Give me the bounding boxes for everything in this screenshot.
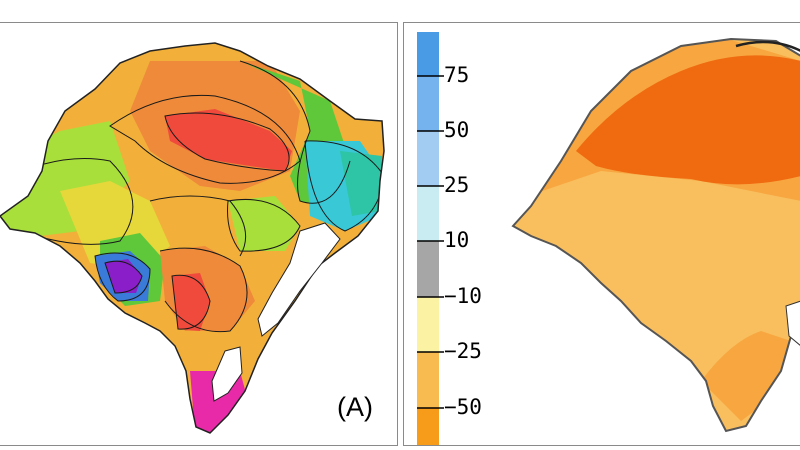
map-b-zone-strong: [576, 55, 800, 185]
contour-line: [304, 140, 384, 232]
contour-line: [0, 158, 134, 245]
state-border-b: [511, 37, 800, 433]
map-panel-a: (A): [0, 22, 398, 446]
lagoon-b: [785, 300, 800, 346]
legend-swatch: [417, 131, 439, 186]
panel-a-zone-east-teal: [340, 151, 382, 216]
contour-line: [171, 274, 211, 330]
contour-line: [104, 260, 143, 294]
map-panel-b: 75 50 25 10 −10 −25 −50: [403, 22, 800, 446]
contour-line: [239, 60, 351, 204]
legend-ticks: [417, 75, 444, 409]
legend-tick-label: 10: [444, 228, 470, 252]
color-legend: [417, 32, 444, 445]
contour-map-a: [0, 42, 385, 434]
legend-swatch: [417, 241, 439, 297]
legend-swatch: [417, 297, 439, 352]
legend-tick-label: −50: [444, 395, 482, 419]
contour-line: [227, 198, 301, 252]
legend-tick-label: 75: [444, 63, 470, 87]
panel-a-zone-south-red: [172, 273, 210, 331]
legend-swatch: [417, 76, 439, 131]
legend-swatch: [417, 186, 439, 241]
state-border-a: [0, 42, 385, 434]
contour-line: [94, 252, 151, 302]
change-map-b: [511, 37, 800, 433]
legend-tick-label: 50: [444, 118, 470, 142]
contour-line: [149, 195, 247, 257]
panel-a-label: (A): [337, 392, 373, 422]
panel-a-zone-purple: [105, 259, 142, 293]
legend-swatch: [417, 32, 439, 76]
contour-line: [159, 247, 248, 333]
panel-a-zone-north-red: [165, 109, 292, 171]
contour-line: [164, 112, 290, 172]
legend-tick-label: −25: [444, 339, 482, 363]
legend-tick-label: −10: [444, 284, 482, 308]
lagoon-south-a: [211, 346, 243, 402]
contour-lines: [0, 60, 384, 333]
legend-swatch: [417, 408, 439, 445]
legend-tick-label: 25: [444, 173, 470, 197]
north-border-line: [735, 40, 800, 52]
lagoon-a: [257, 222, 341, 337]
legend-swatch: [417, 352, 439, 408]
